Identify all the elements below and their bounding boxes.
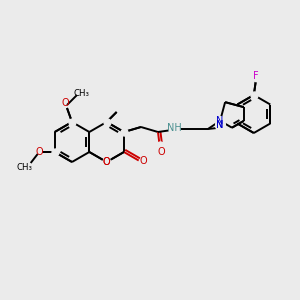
Text: CH₃: CH₃ — [17, 163, 33, 172]
Text: O: O — [36, 147, 44, 157]
Text: CH₃: CH₃ — [73, 88, 89, 98]
Text: N: N — [216, 120, 224, 130]
Text: F: F — [253, 71, 259, 81]
Text: O: O — [103, 157, 110, 167]
Text: O: O — [157, 147, 165, 157]
Text: N: N — [216, 120, 224, 130]
Text: O: O — [61, 98, 69, 108]
Text: O: O — [140, 155, 148, 166]
Text: N: N — [216, 116, 224, 126]
Text: O: O — [103, 157, 110, 167]
Text: NH: NH — [167, 123, 181, 133]
